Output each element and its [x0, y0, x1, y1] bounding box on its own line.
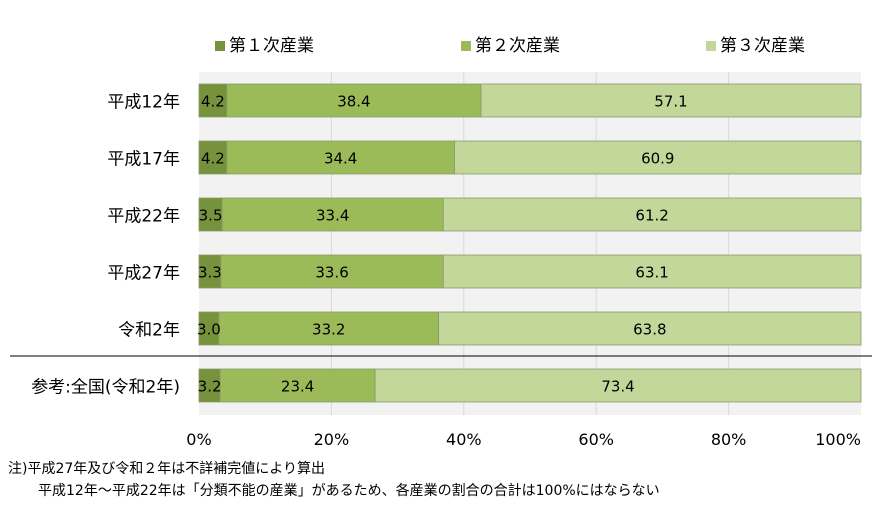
legend-label-2: 第２次産業 — [475, 36, 560, 56]
bar-label-6-1: 3.2 — [198, 378, 222, 396]
note-line-2: 平成12年～平成22年は「分類不能の産業」があるため、各産業の割合の合計は100… — [38, 483, 660, 499]
legend-label-1: 第１次産業 — [229, 36, 314, 56]
bar-label-2-1: 4.2 — [201, 150, 225, 168]
bar-label-3-2: 33.4 — [316, 207, 349, 225]
x-tick-label-20: 20% — [314, 430, 350, 449]
bar-label-5-2: 33.2 — [312, 321, 345, 339]
bar-1-series-3 — [480, 83, 862, 118]
bar-5-series-3 — [438, 311, 862, 346]
bar-label-3-3: 61.2 — [635, 207, 668, 225]
x-tick-label-0: 0% — [186, 430, 211, 449]
bar-label-4-3: 63.1 — [635, 264, 668, 282]
legend-swatch-3 — [706, 41, 716, 51]
x-tick-label-80: 80% — [711, 430, 747, 449]
bar-label-5-1: 3.0 — [197, 321, 221, 339]
bar-label-1-1: 4.2 — [201, 93, 225, 111]
bar-5-series-2 — [218, 311, 440, 346]
bar-label-6-2: 23.4 — [281, 378, 314, 396]
category-label-2: 平成17年 — [107, 150, 180, 170]
bar-label-1-3: 57.1 — [654, 93, 687, 111]
bar-label-5-3: 63.8 — [633, 321, 666, 339]
bar-1-series-1 — [198, 83, 228, 118]
legend-swatch-1 — [215, 41, 225, 51]
bar-label-1-2: 38.4 — [337, 93, 370, 111]
category-label-5: 令和2年 — [118, 321, 180, 341]
bar-4-series-2 — [220, 254, 444, 289]
legend-label-3: 第３次産業 — [720, 36, 805, 56]
category-label-6: 参考:全国(令和2年) — [31, 378, 180, 398]
bar-label-2-3: 60.9 — [641, 150, 674, 168]
bar-label-3-1: 3.5 — [199, 207, 223, 225]
category-label-4: 平成27年 — [107, 264, 180, 284]
note-line-1: 注)平成27年及び令和２年は不詳補完値により算出 — [8, 461, 325, 477]
bar-2-series-2 — [226, 140, 455, 175]
plot-area-background — [199, 72, 861, 415]
x-tick-label-60: 60% — [578, 430, 614, 449]
legend-swatch-2 — [461, 41, 471, 51]
category-label-3: 平成22年 — [107, 207, 180, 227]
bar-label-4-1: 3.3 — [198, 264, 222, 282]
bar-2-series-1 — [198, 140, 228, 175]
bar-label-2-2: 34.4 — [324, 150, 357, 168]
bar-label-6-3: 73.4 — [601, 378, 634, 396]
bar-2-series-3 — [454, 140, 862, 175]
bar-6-series-3 — [374, 368, 862, 403]
bar-3-series-3 — [442, 197, 862, 232]
x-tick-label-100: 100% — [815, 430, 861, 449]
x-tick-label-40: 40% — [446, 430, 482, 449]
bar-label-4-2: 33.6 — [315, 264, 348, 282]
bar-1-series-2 — [226, 83, 482, 118]
bar-4-series-3 — [442, 254, 862, 289]
bar-6-series-2 — [219, 368, 376, 403]
category-label-1: 平成12年 — [107, 93, 180, 113]
